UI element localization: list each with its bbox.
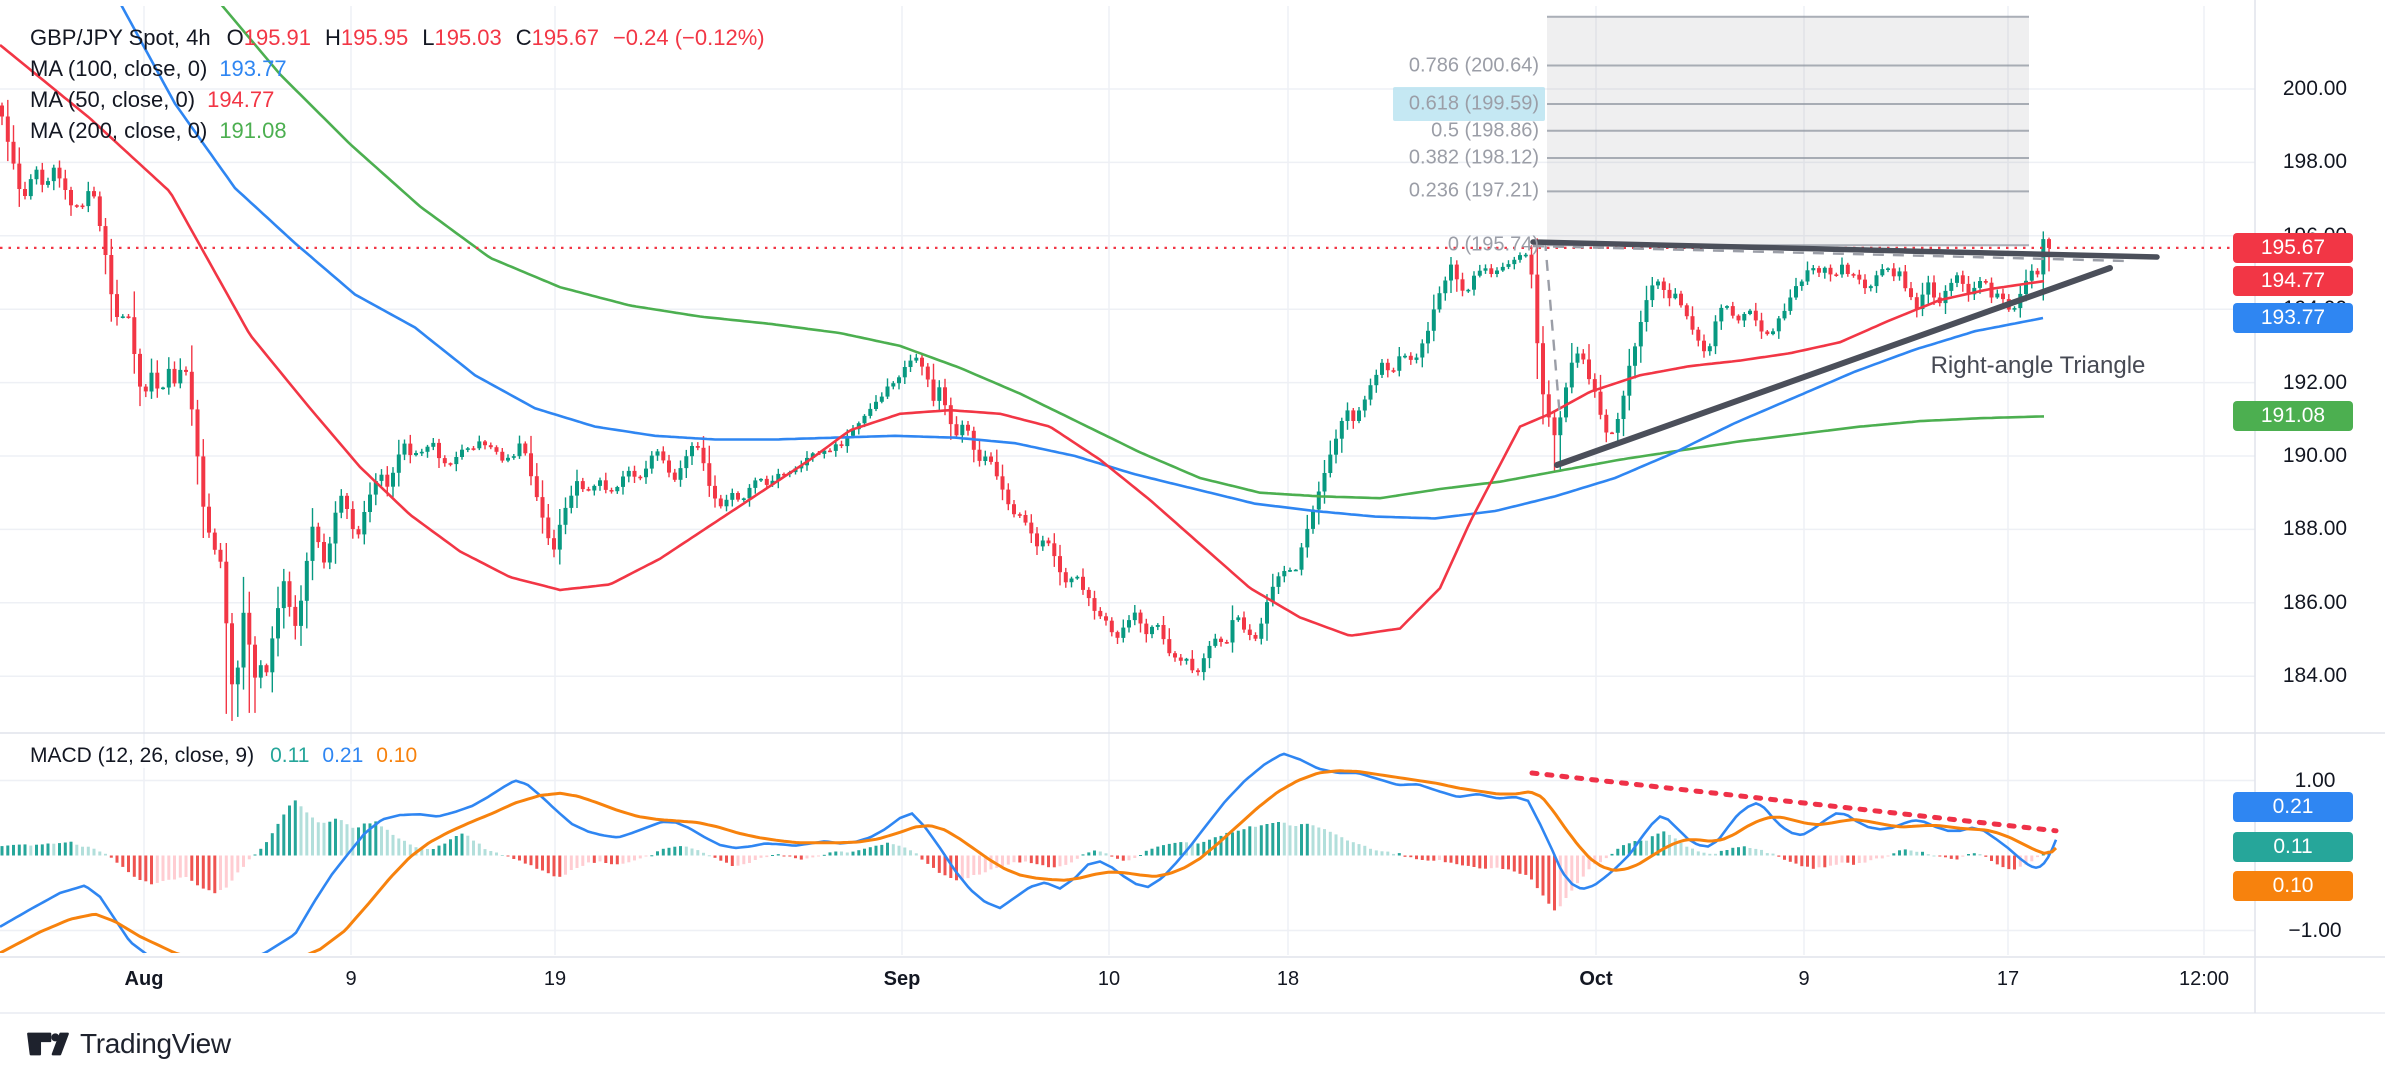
ma200-label: MA (200, close, 0) bbox=[30, 118, 208, 143]
macd-value-label: 0.10 bbox=[2233, 871, 2353, 901]
time-axis-label: 10 bbox=[1097, 968, 1121, 990]
fib-trendline-dashed bbox=[1532, 239, 2129, 419]
fib-level-label: 0 (195.74) bbox=[1447, 233, 1539, 256]
macd-line bbox=[0, 752, 2058, 953]
tradingview-logo[interactable]: TradingView bbox=[26, 1028, 231, 1060]
ma-100-line bbox=[120, 6, 2044, 520]
price-axis-tick: 186.00 bbox=[2282, 590, 2348, 614]
macd-axis-tick: 1.00 bbox=[2294, 768, 2336, 792]
time-axis-label: Oct bbox=[1579, 968, 1613, 990]
price-axis-tick: 198.00 bbox=[2282, 150, 2348, 174]
ma100-row: MA (100, close, 0) 193.77 bbox=[30, 53, 779, 84]
fib-level-highlight bbox=[1393, 87, 1545, 122]
fib-level-label: 0.786 (200.64) bbox=[1408, 54, 1539, 76]
ma50-value: 194.77 bbox=[207, 87, 275, 112]
macd-signal-value: 0.10 bbox=[376, 744, 418, 767]
open-value: 195.91 bbox=[243, 25, 312, 50]
time-axis-label: 18 bbox=[1276, 968, 1300, 990]
close-value: 195.67 bbox=[531, 25, 599, 50]
price-legend: GBP/JPY Spot, 4h O 195.91 H 195.95 L 195… bbox=[30, 22, 779, 146]
low-label: L bbox=[422, 25, 435, 50]
ma-200-line bbox=[220, 6, 2045, 500]
price-value-label: 191.08 bbox=[2233, 401, 2353, 432]
time-axis-label: Sep bbox=[883, 968, 921, 990]
time-axis-label: 19 bbox=[543, 968, 567, 990]
time-axis-label: 9 bbox=[345, 968, 357, 990]
time-axis-label: 12:00 bbox=[2178, 968, 2230, 990]
tradingview-brand-text: TradingView bbox=[80, 1028, 231, 1059]
low-value: 195.03 bbox=[434, 25, 502, 50]
fib-level-label: 0.382 (198.12) bbox=[1408, 146, 1539, 169]
right-angle-triangle-drawing[interactable] bbox=[1530, 239, 2160, 468]
macd-legend: MACD (12, 26, close, 9) 0.11 0.21 0.10 bbox=[30, 744, 437, 768]
macd-hist-value: 0.11 bbox=[270, 744, 310, 767]
macd-value-label: 0.21 bbox=[2233, 792, 2353, 822]
time-axis-label: 17 bbox=[1996, 968, 2020, 990]
ma50-label: MA (50, close, 0) bbox=[30, 87, 196, 112]
macd-line-value: 0.21 bbox=[322, 744, 364, 767]
ma200-value: 191.08 bbox=[219, 118, 287, 143]
ma50-row: MA (50, close, 0) 194.77 bbox=[30, 84, 779, 115]
price-axis-tick: 190.00 bbox=[2282, 443, 2348, 467]
macd-signal-line bbox=[0, 769, 2058, 953]
time-axis-label: Aug bbox=[124, 968, 164, 990]
macd-value-label: 0.11 bbox=[2233, 832, 2353, 862]
price-axis-tick: 192.00 bbox=[2282, 370, 2348, 394]
high-label: H bbox=[325, 25, 341, 50]
price-value-label: 193.77 bbox=[2233, 302, 2353, 333]
symbol-title: GBP/JPY Spot, 4h bbox=[30, 25, 211, 50]
high-value: 195.95 bbox=[340, 25, 409, 50]
ma100-value: 193.77 bbox=[219, 56, 287, 81]
symbol-row: GBP/JPY Spot, 4h O 195.91 H 195.95 L 195… bbox=[30, 22, 779, 53]
time-axis-label: 9 bbox=[1798, 968, 1810, 990]
macd-dotted-trendline[interactable] bbox=[1529, 770, 2059, 834]
macd-histogram bbox=[0, 800, 2051, 911]
ma100-label: MA (100, close, 0) bbox=[30, 56, 208, 81]
price-axis-tick: 188.00 bbox=[2282, 517, 2348, 541]
fib-level-label: 0.236 (197.21) bbox=[1408, 179, 1539, 202]
ma-50-line bbox=[0, 43, 2045, 637]
macd-label: MACD (12, 26, close, 9) bbox=[30, 744, 255, 767]
close-label: C bbox=[515, 25, 532, 50]
fib-retracement[interactable] bbox=[1547, 15, 2029, 247]
price-axis-tick: 200.00 bbox=[2282, 76, 2348, 100]
fib-level-label: 0.5 (198.86) bbox=[1431, 119, 1539, 142]
price-value-label: 195.67 bbox=[2233, 232, 2353, 263]
price-axis-tick: 184.00 bbox=[2282, 664, 2348, 688]
grid bbox=[0, 6, 2255, 955]
open-label: O bbox=[226, 25, 244, 50]
ma200-row: MA (200, close, 0) 191.08 bbox=[30, 115, 779, 146]
macd-axis-tick: −1.00 bbox=[2288, 918, 2342, 942]
fib-level-label: 0.618 (199.59) bbox=[1408, 92, 1539, 115]
change-value: −0.24 (−0.12%) bbox=[612, 25, 765, 50]
annotation-right-angle-triangle[interactable]: Right-angle Triangle bbox=[1930, 352, 2146, 379]
price-value-label: 194.77 bbox=[2233, 265, 2353, 296]
tradingview-logo-icon bbox=[27, 1032, 69, 1056]
